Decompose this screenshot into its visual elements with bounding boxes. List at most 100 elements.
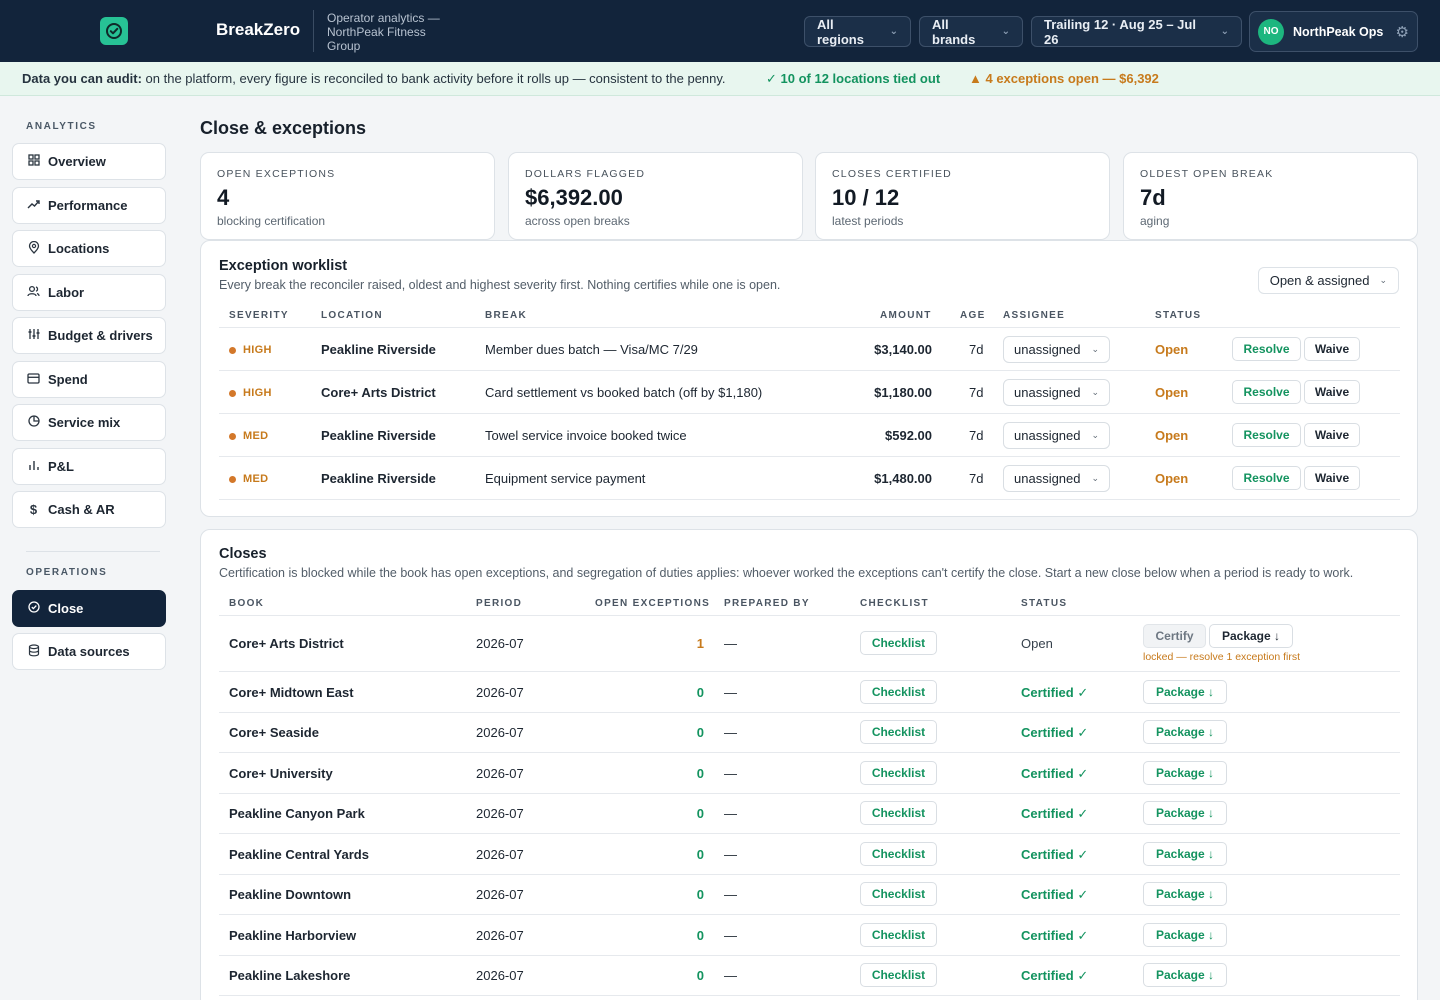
close-prepared-by: — (724, 685, 737, 700)
waive-button[interactable]: Waive (1304, 423, 1360, 447)
sidebar-item-data-sources[interactable]: Data sources (12, 633, 166, 670)
col-status[interactable]: STATUS (1155, 310, 1202, 321)
checklist-button[interactable]: Checklist (860, 680, 937, 704)
certify-button[interactable]: Certify (1143, 624, 1206, 648)
assignee-select[interactable]: unassigned ⌄ (1003, 336, 1110, 363)
close-book[interactable]: Core+ Seaside (229, 725, 319, 740)
brand-select[interactable]: All brands ⌄ (919, 16, 1023, 47)
row-divider (219, 671, 1400, 672)
checklist-button[interactable]: Checklist (860, 720, 937, 744)
checklist-button[interactable]: Checklist (860, 963, 937, 987)
kpi-label: OLDEST OPEN BREAK (1140, 168, 1274, 180)
close-open-exceptions[interactable]: 1 (696, 636, 704, 651)
sidebar-item-performance[interactable]: Performance (12, 187, 166, 224)
close-book[interactable]: Core+ Arts District (229, 636, 344, 651)
period-select[interactable]: Trailing 12 · Aug 25 – Jul 26 ⌄ (1031, 16, 1242, 47)
sidebar-item-labor[interactable]: Labor (12, 274, 166, 311)
close-book[interactable]: Peakline Canyon Park (229, 806, 365, 821)
col-prepared-by[interactable]: PREPARED BY (724, 598, 810, 609)
audit-banner-text: Data you can audit: on the platform, eve… (22, 71, 726, 86)
waive-button[interactable]: Waive (1304, 380, 1360, 404)
exception-break[interactable]: Equipment service payment (485, 471, 646, 486)
close-open-exceptions: 0 (696, 887, 704, 902)
sidebar-item-overview[interactable]: Overview (12, 143, 166, 180)
col-book[interactable]: BOOK (229, 598, 265, 609)
package-download-button[interactable]: Package ↓ (1143, 720, 1227, 744)
severity-dot (229, 346, 236, 354)
close-book[interactable]: Core+ University (229, 766, 333, 781)
chevron-down-icon: ⌄ (1091, 473, 1099, 483)
col-period[interactable]: PERIOD (476, 598, 523, 609)
exception-location[interactable]: Core+ Arts District (321, 385, 436, 400)
sidebar-item-close[interactable]: Close (12, 590, 166, 627)
waive-button[interactable]: Waive (1304, 337, 1360, 361)
checklist-button[interactable]: Checklist (860, 631, 937, 655)
kpi-subtext: latest periods (832, 214, 904, 228)
exception-location[interactable]: Peakline Riverside (321, 428, 436, 443)
exception-amount: $592.00 (885, 428, 932, 443)
exceptions-open-status[interactable]: ▲ 4 exceptions open — $6,392 (969, 71, 1159, 86)
resolve-button[interactable]: Resolve (1232, 466, 1301, 490)
col-assignee[interactable]: ASSIGNEE (1003, 310, 1066, 321)
checklist-button[interactable]: Checklist (860, 761, 937, 785)
assignee-select[interactable]: unassigned ⌄ (1003, 379, 1110, 406)
region-select[interactable]: All regions ⌄ (804, 16, 911, 47)
check-circle-icon[interactable] (100, 17, 128, 45)
col-location[interactable]: LOCATION (321, 310, 383, 321)
checklist-button[interactable]: Checklist (860, 923, 937, 947)
package-download-button[interactable]: Package ↓ (1143, 680, 1227, 704)
sidebar-item-service-mix[interactable]: Service mix (12, 404, 166, 441)
sidebar-item-budget-drivers[interactable]: Budget & drivers (12, 317, 166, 354)
close-book[interactable]: Peakline Downtown (229, 887, 352, 902)
resolve-button[interactable]: Resolve (1232, 337, 1301, 361)
col-break[interactable]: BREAK (485, 310, 528, 321)
checklist-button[interactable]: Checklist (860, 801, 937, 825)
kpi-subtext: aging (1140, 214, 1170, 228)
exception-location[interactable]: Peakline Riverside (321, 471, 436, 486)
chevron-down-icon: ⌄ (889, 26, 898, 37)
package-download-button[interactable]: Package ↓ (1143, 761, 1227, 785)
package-download-button[interactable]: Package ↓ (1143, 963, 1227, 987)
resolve-button[interactable]: Resolve (1232, 380, 1301, 404)
close-book[interactable]: Peakline Central Yards (229, 847, 369, 862)
close-period: 2026-07 (476, 636, 524, 651)
chevron-down-icon: ⌄ (1091, 430, 1099, 440)
package-download-button[interactable]: Package ↓ (1209, 624, 1293, 648)
checklist-button[interactable]: Checklist (860, 882, 937, 906)
sidebar-item-spend[interactable]: Spend (12, 361, 166, 398)
sidebar-item-locations[interactable]: Locations (12, 230, 166, 267)
waive-button[interactable]: Waive (1304, 466, 1360, 490)
col-checklist[interactable]: CHECKLIST (860, 598, 929, 609)
package-download-button[interactable]: Package ↓ (1143, 882, 1227, 906)
col-status[interactable]: STATUS (1021, 598, 1068, 609)
sidebar-item-pnl[interactable]: P&L (12, 448, 166, 485)
col-severity[interactable]: SEVERITY (229, 310, 289, 321)
col-age[interactable]: AGE (960, 310, 986, 321)
assignee-select[interactable]: unassigned ⌄ (1003, 422, 1110, 449)
package-download-button[interactable]: Package ↓ (1143, 923, 1227, 947)
assignee-select[interactable]: unassigned ⌄ (1003, 465, 1110, 492)
exception-status: Open (1155, 471, 1189, 486)
close-book[interactable]: Peakline Lakeshore (229, 968, 351, 983)
close-book[interactable]: Core+ Midtown East (229, 685, 354, 700)
kpi-subtext: across open breaks (525, 214, 630, 228)
checklist-button[interactable]: Checklist (860, 842, 937, 866)
sidebar-item-label: Spend (48, 372, 88, 387)
resolve-button[interactable]: Resolve (1232, 423, 1301, 447)
package-download-button[interactable]: Package ↓ (1143, 842, 1227, 866)
col-open-exceptions[interactable]: OPEN EXCEPTIONS (595, 598, 711, 609)
close-book[interactable]: Peakline Harborview (229, 928, 357, 943)
sidebar-item-cash-ar[interactable]: $ Cash & AR (12, 491, 166, 528)
exception-break[interactable]: Towel service invoice booked twice (485, 428, 687, 443)
gear-icon[interactable]: ⚙ (1395, 23, 1409, 41)
close-status: Certified ✓ (1021, 806, 1089, 821)
exception-break[interactable]: Card settlement vs booked batch (off by … (485, 385, 763, 400)
exception-location[interactable]: Peakline Riverside (321, 342, 436, 357)
user-menu[interactable]: NO NorthPeak Ops ⚙ (1249, 11, 1418, 52)
brand-name[interactable]: BreakZero (216, 20, 301, 39)
package-download-button[interactable]: Package ↓ (1143, 801, 1227, 825)
worklist-filter-select[interactable]: Open & assigned ⌄ (1257, 267, 1399, 294)
col-amount[interactable]: AMOUNT (880, 310, 932, 321)
exception-break[interactable]: Member dues batch — Visa/MC 7/29 (485, 342, 698, 357)
row-divider (219, 499, 1400, 500)
